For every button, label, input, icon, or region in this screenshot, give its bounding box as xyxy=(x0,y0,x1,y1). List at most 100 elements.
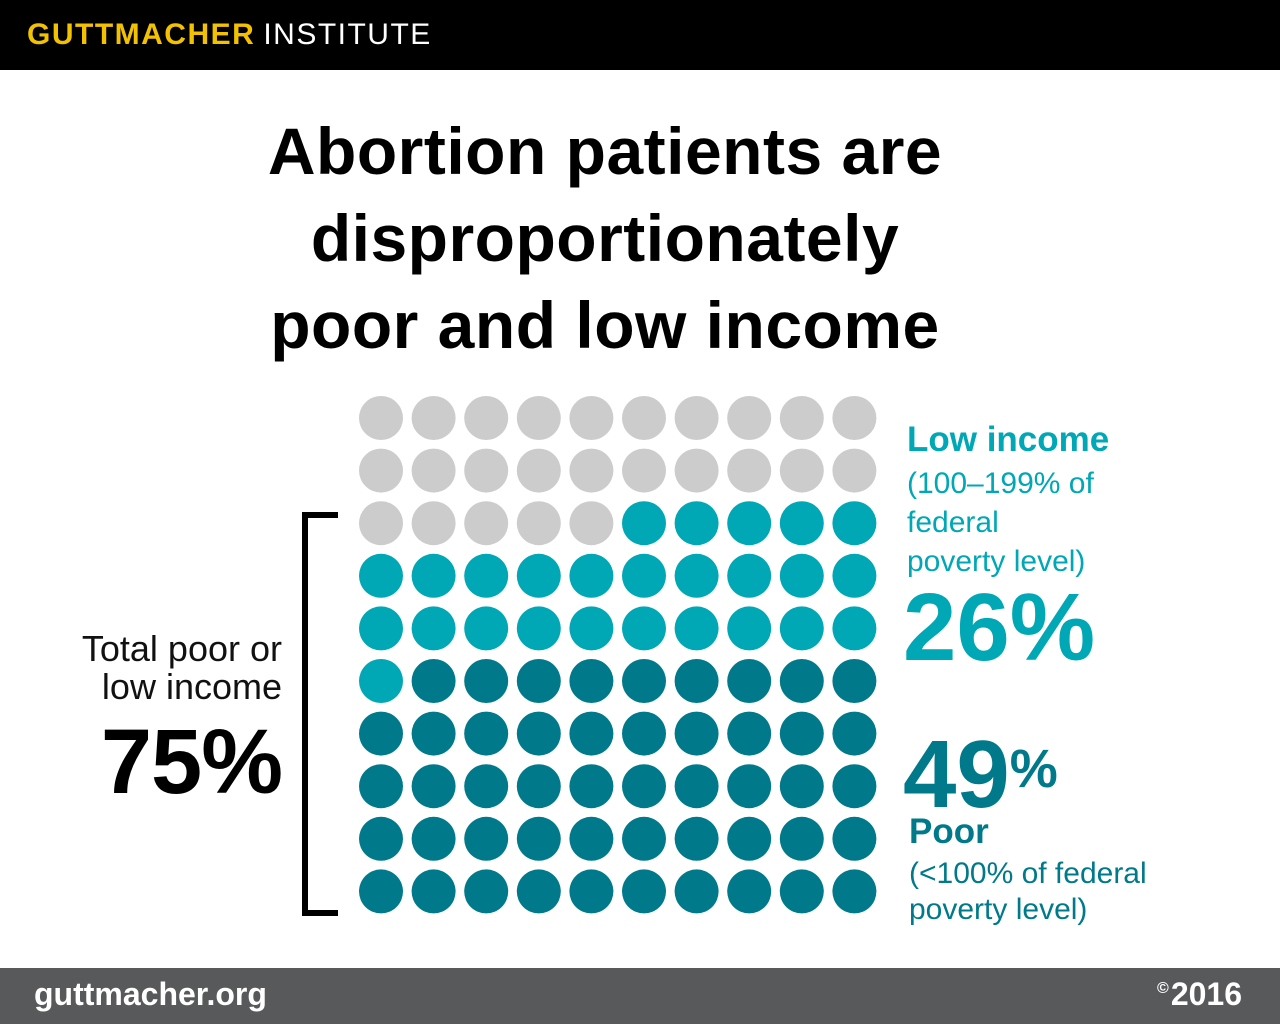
waffle-dot-low-income xyxy=(727,606,772,651)
total-bracket xyxy=(302,512,338,916)
poor-percent-symbol: % xyxy=(1009,739,1058,799)
footer-copyright: ©2016 xyxy=(1157,976,1242,1013)
waffle-dot-low-income xyxy=(832,501,877,546)
waffle-dot-poor xyxy=(622,711,666,756)
waffle-dot-remainder xyxy=(727,396,772,440)
waffle-dot-remainder xyxy=(464,396,509,440)
low-income-desc-line-1: (100–199% of xyxy=(907,467,1094,500)
waffle-dot-poor xyxy=(779,816,824,861)
waffle-dot-low-income xyxy=(674,501,719,546)
waffle-dot-remainder xyxy=(411,448,456,493)
waffle-dot-low-income xyxy=(779,606,824,651)
waffle-dot-remainder xyxy=(464,448,509,493)
waffle-dot-poor xyxy=(727,711,772,756)
waffle-dot-low-income xyxy=(779,553,824,598)
waffle-dot-poor xyxy=(411,659,456,703)
waffle-dot-poor xyxy=(516,711,561,756)
waffle-dot-low-income xyxy=(359,553,403,598)
total-label: Total poor or low income xyxy=(20,630,282,706)
waffle-dot-remainder xyxy=(516,501,561,546)
waffle-dot-low-income xyxy=(832,606,877,651)
waffle-dot-poor xyxy=(832,711,877,756)
waffle-dot-poor xyxy=(359,816,403,861)
waffle-dot-low-income xyxy=(359,659,403,703)
waffle-dot-low-income xyxy=(622,501,666,546)
waffle-dot-remainder xyxy=(622,396,666,440)
waffle-dot-low-income xyxy=(359,606,403,651)
waffle-dot-poor xyxy=(464,764,509,809)
waffle-dot-poor xyxy=(411,816,456,861)
waffle-dot-remainder xyxy=(779,448,824,493)
waffle-dot-poor xyxy=(464,659,509,703)
poor-percent-number: 49 xyxy=(903,721,1010,828)
title-line-2: disproportionately xyxy=(310,201,900,275)
waffle-dot-poor xyxy=(622,659,666,703)
waffle-dot-remainder xyxy=(674,448,719,493)
waffle-dot-poor xyxy=(516,869,561,914)
brand-primary: GUTTMACHER xyxy=(27,18,256,51)
low-income-desc-line-2: federal xyxy=(907,506,999,539)
waffle-dot-poor xyxy=(569,659,614,703)
low-income-percent: 26% xyxy=(903,574,1096,681)
waffle-dot-remainder xyxy=(832,448,877,493)
waffle-dot-remainder xyxy=(674,396,719,440)
waffle-dot-poor xyxy=(359,869,403,914)
waffle-dot-remainder xyxy=(727,448,772,493)
waffle-dot-poor xyxy=(569,711,614,756)
waffle-dot-poor xyxy=(779,659,824,703)
low-income-description: (100–199% of federal poverty level) xyxy=(907,464,1094,581)
waffle-dot-remainder xyxy=(569,396,614,440)
footer-bar: guttmacher.org ©2016 xyxy=(0,968,1280,1024)
waffle-dot-poor xyxy=(727,816,772,861)
waffle-dot-remainder xyxy=(516,448,561,493)
poor-desc-line-2: poverty level) xyxy=(909,893,1088,926)
waffle-dot-poor xyxy=(359,711,403,756)
waffle-dot-remainder xyxy=(779,396,824,440)
waffle-dot-low-income xyxy=(727,501,772,546)
waffle-dot-poor xyxy=(674,764,719,809)
waffle-dot-poor xyxy=(674,816,719,861)
total-percent: 75% xyxy=(100,711,283,813)
header-bar: GUTTMACHER INSTITUTE xyxy=(0,0,1280,70)
title-line-3: poor and low income xyxy=(270,288,940,362)
waffle-dot-low-income xyxy=(622,553,666,598)
waffle-dot-poor xyxy=(411,711,456,756)
waffle-dot-poor xyxy=(516,764,561,809)
waffle-dot-low-income xyxy=(727,553,772,598)
waffle-dot-poor xyxy=(622,816,666,861)
poor-description: (<100% of federal poverty level) xyxy=(909,856,1147,928)
waffle-dot-poor xyxy=(359,764,403,809)
waffle-dot-low-income xyxy=(622,606,666,651)
waffle-dot-remainder xyxy=(359,448,403,493)
waffle-dot-poor xyxy=(727,764,772,809)
waffle-dot-low-income xyxy=(832,553,877,598)
waffle-dot-poor xyxy=(622,869,666,914)
waffle-dot-remainder xyxy=(569,448,614,493)
copyright-icon: © xyxy=(1157,980,1169,997)
waffle-dot-low-income xyxy=(674,553,719,598)
waffle-dot-poor xyxy=(779,764,824,809)
waffle-dot-poor xyxy=(569,869,614,914)
waffle-dot-low-income xyxy=(516,606,561,651)
waffle-dot-poor xyxy=(832,659,877,703)
waffle-dot-poor xyxy=(674,659,719,703)
waffle-dot-remainder xyxy=(569,501,614,546)
waffle-dot-remainder xyxy=(411,501,456,546)
waffle-dot-poor xyxy=(464,816,509,861)
waffle-dot-poor xyxy=(569,764,614,809)
waffle-dot-remainder xyxy=(832,396,877,440)
poor-desc-line-1: (<100% of federal xyxy=(909,857,1147,890)
waffle-dot-low-income xyxy=(516,553,561,598)
brand-logo: GUTTMACHER INSTITUTE xyxy=(27,16,432,54)
waffle-dot-poor xyxy=(411,869,456,914)
waffle-dot-low-income xyxy=(569,553,614,598)
waffle-dot-poor xyxy=(411,764,456,809)
waffle-dot-low-income xyxy=(779,501,824,546)
waffle-dot-poor xyxy=(464,711,509,756)
low-income-desc-line-3: poverty level) xyxy=(907,545,1086,578)
poor-title: Poor xyxy=(909,812,989,851)
copyright-year: 2016 xyxy=(1170,976,1242,1012)
low-income-title: Low income xyxy=(907,420,1110,459)
waffle-dot-poor xyxy=(464,869,509,914)
total-label-line-2: low income xyxy=(101,666,282,707)
